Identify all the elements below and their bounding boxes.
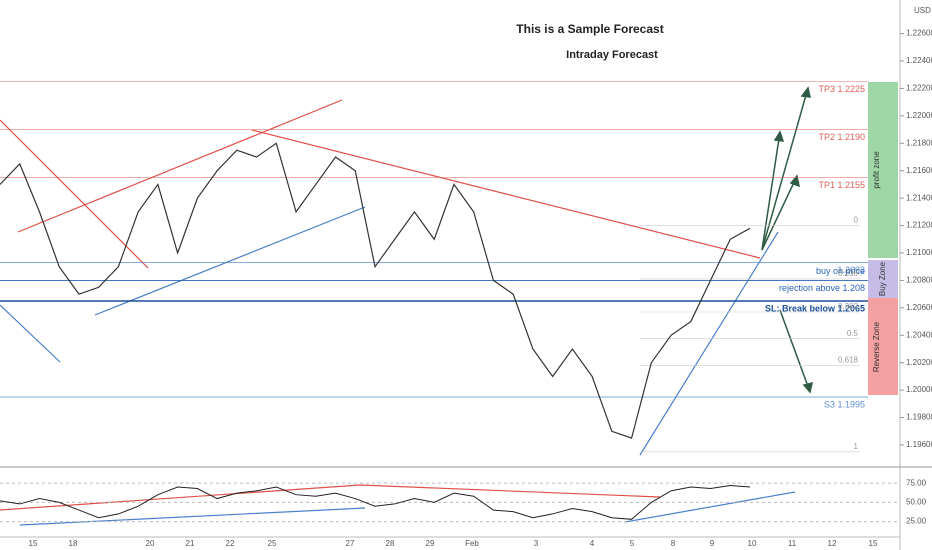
arrow-head bbox=[802, 381, 813, 394]
y-tick-label: 1.22400 bbox=[906, 56, 932, 65]
arrow bbox=[761, 87, 809, 251]
rsi-line bbox=[0, 484, 751, 520]
x-tick-label: 22 bbox=[226, 539, 235, 548]
fib-label: 0.618 bbox=[838, 356, 859, 365]
profit-zone bbox=[868, 82, 898, 258]
x-tick-label: 12 bbox=[828, 539, 837, 548]
y-tick-label: 1.21000 bbox=[906, 248, 932, 257]
y-tick-label: 1.19600 bbox=[906, 440, 932, 449]
y-tick-label: 1.20800 bbox=[906, 276, 932, 285]
x-tick-label: Feb bbox=[465, 539, 479, 548]
y-tick-label: 1.22200 bbox=[906, 84, 932, 93]
x-tick-label: 5 bbox=[630, 539, 635, 548]
currency-label: USD bbox=[914, 6, 931, 15]
x-tick-label: 11 bbox=[788, 539, 797, 548]
y-tick-label: 1.21800 bbox=[906, 138, 932, 147]
fib-label: 0.5 bbox=[847, 329, 859, 338]
level-label: TP3 1.2225 bbox=[818, 84, 865, 94]
arrow-head bbox=[800, 86, 811, 98]
zone-label: Reverse Zone bbox=[872, 321, 881, 372]
trendline bbox=[639, 231, 779, 456]
y-tick-label: 1.20600 bbox=[906, 303, 932, 312]
y-tick-label: 1.20200 bbox=[906, 358, 932, 367]
x-tick-label: 29 bbox=[426, 539, 435, 548]
y-tick-label: 1.20000 bbox=[906, 385, 932, 394]
x-tick-label: 15 bbox=[29, 539, 38, 548]
rsi-tick-label: 50.00 bbox=[906, 497, 927, 506]
x-tick-label: 27 bbox=[346, 539, 355, 548]
level-label: S3 1.1995 bbox=[824, 399, 865, 409]
arrow bbox=[761, 175, 798, 251]
reverse-zone bbox=[868, 298, 898, 395]
rsi-tick-label: 75.00 bbox=[906, 478, 927, 487]
trendline bbox=[94, 206, 366, 316]
rsi-trendline bbox=[0, 484, 661, 511]
x-tick-label: 9 bbox=[710, 539, 715, 548]
rsi-tick-label: 25.00 bbox=[906, 517, 927, 526]
trendline bbox=[251, 129, 761, 259]
trendline bbox=[0, 119, 149, 269]
buy-zone bbox=[868, 260, 898, 298]
buy-note: buy on price bbox=[816, 266, 865, 276]
level-label: SL: Break below 1.2065 bbox=[765, 303, 865, 313]
zone-label: profit zone bbox=[872, 151, 881, 189]
level-label: TP2 1.2190 bbox=[818, 132, 865, 142]
price-line bbox=[0, 142, 751, 439]
y-tick-label: 1.21400 bbox=[906, 193, 932, 202]
rsi-trendline bbox=[19, 491, 796, 526]
x-tick-label: 28 bbox=[386, 539, 395, 548]
fib-label: 0 bbox=[854, 216, 859, 225]
fib-label: 0.236 bbox=[838, 269, 859, 278]
x-tick-label: 4 bbox=[590, 539, 595, 548]
trendline bbox=[17, 99, 343, 233]
x-tick-label: 3 bbox=[534, 539, 539, 548]
forecast-arrows bbox=[761, 86, 813, 394]
y-tick-label: 1.22000 bbox=[906, 111, 932, 120]
y-tick-label: 1.21200 bbox=[906, 221, 932, 230]
zone-label: Buy Zone bbox=[878, 261, 887, 296]
fib-label: 0.382 bbox=[838, 302, 859, 311]
level-label: rejection above 1.208 bbox=[779, 283, 865, 293]
y-tick-label: 1.19800 bbox=[906, 413, 932, 422]
arrow bbox=[779, 309, 811, 393]
arrow bbox=[761, 131, 781, 251]
level-label: TP1 1.2155 bbox=[818, 180, 865, 190]
y-tick-label: 1.22600 bbox=[906, 29, 932, 38]
x-tick-label: 18 bbox=[69, 539, 78, 548]
fib-label: 1 bbox=[854, 442, 859, 451]
y-tick-label: 1.20400 bbox=[906, 330, 932, 339]
chart-title: This is a Sample Forecast bbox=[516, 22, 663, 36]
x-tick-label: 21 bbox=[186, 539, 195, 548]
arrow-head bbox=[773, 130, 785, 142]
trendlines bbox=[0, 99, 796, 526]
level-label: 1.2093 bbox=[837, 265, 865, 275]
y-tick-label: 1.21600 bbox=[906, 166, 932, 175]
chart-subtitle: Intraday Forecast bbox=[566, 49, 658, 61]
x-tick-label: 10 bbox=[748, 539, 757, 548]
x-tick-label: 25 bbox=[268, 539, 277, 548]
x-tick-label: 15 bbox=[869, 539, 878, 548]
arrow-head bbox=[789, 174, 801, 188]
x-tick-label: 20 bbox=[146, 539, 155, 548]
x-tick-label: 8 bbox=[671, 539, 676, 548]
trendline bbox=[0, 304, 61, 363]
